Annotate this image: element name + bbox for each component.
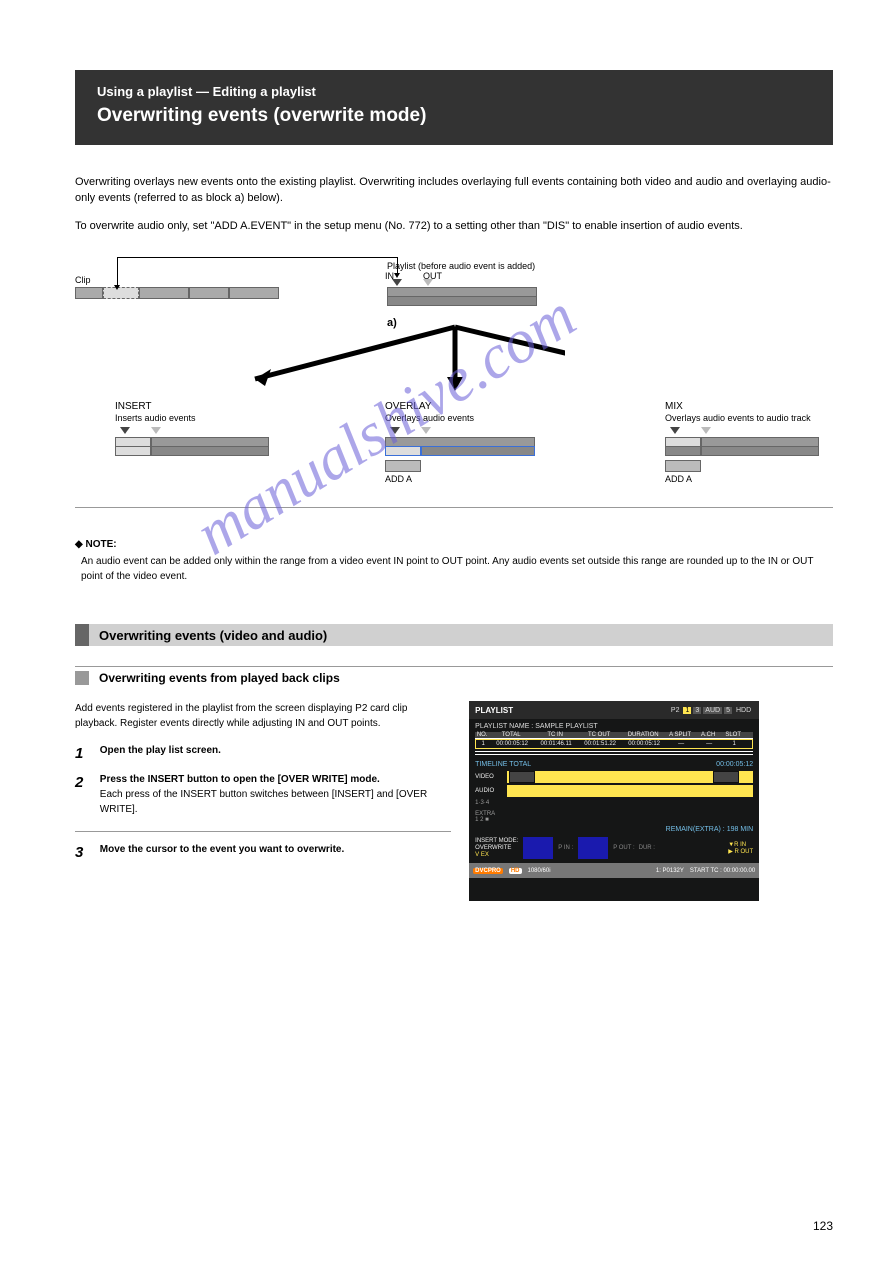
sc-preview-in [523, 837, 553, 859]
sc-audio-ch: 1·3·4 [475, 800, 507, 806]
step-1-text: Open the play list screen. [100, 745, 221, 756]
mix-audio-label: ADD A [665, 474, 819, 484]
sc-slot-indicators: P2 1 3 AUD 5 HDD [669, 707, 753, 714]
sc-mode-line1: INSERT MODE: [475, 838, 518, 844]
sc-video-label: VIDEO [475, 774, 507, 780]
step-2-sub: Each press of the INSERT button switches… [100, 789, 427, 815]
page-title-main: Overwriting events (overwrite mode) [97, 105, 811, 127]
step-1-number: 1 [75, 743, 97, 766]
sc-format: 1080/60i [528, 868, 551, 874]
insert-result-strip [115, 437, 269, 456]
intro-paragraph-2: To overwrite audio only, set "ADD A.EVEN… [75, 219, 833, 235]
overlay-result-strip: ADD A [385, 437, 535, 484]
mix-desc: Overlays audio events to audio track [665, 413, 811, 423]
playlist-before-label: Playlist (before audio event is added) [387, 261, 535, 271]
overwrite-diagram: Clip Playlist (before audio event is add… [75, 247, 833, 507]
clip-label: Clip [75, 275, 91, 285]
overlay-name: OVERLAY [385, 401, 432, 412]
sc-remain: REMAIN(EXTRA) : 198 MIN [469, 826, 759, 833]
sc-pout-label: P OUT : [613, 845, 634, 851]
sc-mode-line2: OVERWRITE [475, 845, 511, 851]
playlist-before-strip [387, 287, 537, 306]
insert-desc: Inserts audio events [115, 413, 196, 423]
note-header: ◆ NOTE: [75, 538, 833, 553]
sc-slot-name: 1: P0132Y [656, 868, 684, 874]
sc-legend-rout: ▶ R OUT [728, 849, 753, 855]
note-block: ◆ NOTE: An audio event can be added only… [75, 538, 833, 585]
section-header-overwriting: Overwriting events (video and audio) [75, 624, 833, 646]
sc-playlist-name: PLAYLIST NAME : SAMPLE PLAYLIST [469, 719, 759, 732]
steps-column: Add events registered in the playlist fr… [75, 701, 469, 901]
sc-extra-ch: 1 2 ■ [475, 817, 489, 823]
overlay-audio-label: ADD A [385, 474, 535, 484]
note-body: An audio event can be added only within … [75, 555, 833, 584]
subsection-header: Overwriting events from played back clip… [75, 666, 833, 685]
sc-timeline-label: TIMELINE TOTAL [475, 761, 531, 768]
sc-hd-badge: HD [509, 868, 522, 874]
insert-name: INSERT [115, 401, 152, 412]
sc-legend-rin: ▼R IN [728, 842, 746, 848]
sc-title: PLAYLIST [475, 706, 513, 715]
sc-video-track [507, 771, 753, 783]
page-title-breadcrumb: Using a playlist — Editing a playlist [97, 84, 811, 99]
mix-name: MIX [665, 401, 683, 412]
sc-timeline-dur: 00:00:05:12 [716, 761, 753, 768]
step-3-number: 3 [75, 842, 97, 865]
sc-dvcpro-badge: DVCPRO [473, 868, 503, 874]
sc-start-tc: START TC : 00:00:00.00 [690, 868, 755, 874]
overlay-desc: Overlays audio events [385, 413, 474, 423]
sc-event-table: NO. TOTAL TC IN TC OUT DURATION A SPLIT … [469, 732, 759, 755]
page-title-bar: Using a playlist — Editing a playlist Ov… [75, 70, 833, 145]
sc-pin-label: P IN : [558, 845, 573, 851]
sc-preview-out [578, 837, 608, 859]
sc-table-row-selected: 1 00:00:05:12 00:01:46.11 00:01:51.22 00… [475, 739, 753, 749]
sc-audio-label: AUDIO [475, 788, 507, 794]
page-number: 123 [813, 1219, 833, 1233]
intro-paragraph-1: Overwriting overlays new events onto the… [75, 175, 833, 207]
sc-mode-line3: V EX [475, 852, 489, 858]
mix-result-strip: ADD A [665, 437, 819, 484]
clip-strip [75, 287, 279, 299]
steps-intro: Add events registered in the playlist fr… [75, 701, 451, 731]
step-2-number: 2 [75, 772, 97, 795]
sc-audio-track [507, 785, 753, 797]
step-3-text: Move the cursor to the event you want to… [100, 844, 345, 855]
sc-dur-label: DUR : [639, 845, 655, 851]
device-screenshot: PLAYLIST P2 1 3 AUD 5 HDD PLAYLIST NAME … [469, 701, 759, 901]
